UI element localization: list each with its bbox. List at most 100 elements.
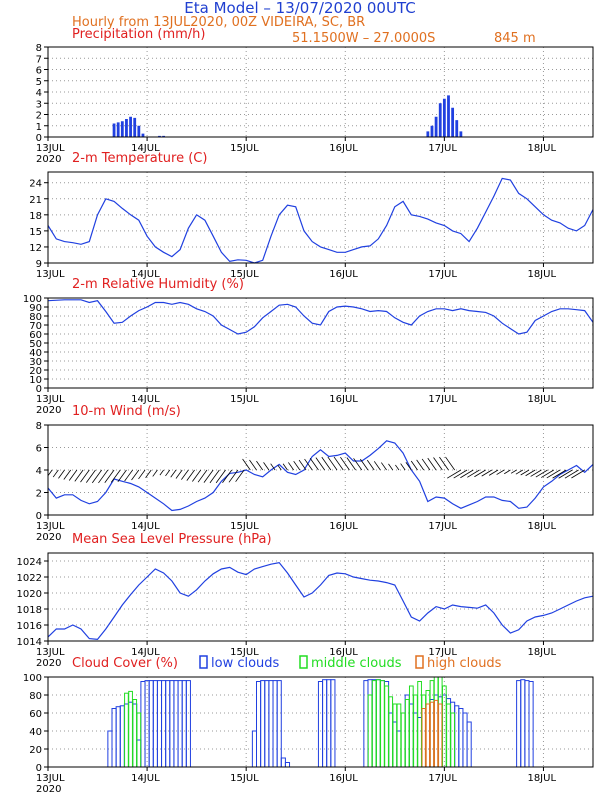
y-tick-label: 20 xyxy=(29,366,42,377)
panel-pressure: 1014 1016 1018 1020 1022 1024 13JUL 14JUL 15JUL 1… xyxy=(17,532,594,669)
cloud-bar-high-clouds xyxy=(425,703,430,768)
wind-barb xyxy=(235,469,245,482)
panel-frame xyxy=(47,676,594,768)
cloud-bar-middle-clouds xyxy=(417,681,422,768)
cloud-bar-middle-clouds xyxy=(450,712,455,768)
x-year-label: 2020 xyxy=(36,784,61,792)
wind-barb xyxy=(410,460,418,471)
wind-barb xyxy=(242,458,251,471)
y-tick-label: 1016 xyxy=(17,621,42,632)
cloud-bar-low-clouds xyxy=(458,708,464,768)
x-tick-label: 17JUL xyxy=(428,143,457,154)
precip-bar xyxy=(158,135,161,137)
wind-barb xyxy=(192,469,202,482)
wind-barb xyxy=(104,469,115,483)
cloud-bar-middle-clouds xyxy=(400,712,406,768)
panel-temperature: 9 12 15 18 21 24 13JUL 14JUL 15JUL 16JUL 17JUL 18JU… xyxy=(29,151,594,280)
panel-cloud-cover: 0 20 40 60 80 100 13JUL 14JUL 15JUL 16JUL 17JUL 18J… xyxy=(23,655,594,792)
legend-swatch-middle-clouds xyxy=(299,655,308,669)
precip-bar xyxy=(447,95,450,137)
precip-bar xyxy=(137,125,141,137)
wind-barb xyxy=(282,463,288,471)
precip-bar xyxy=(120,121,124,137)
precip-bar xyxy=(116,122,120,137)
wind-barb xyxy=(467,469,480,478)
y-tick-label: 10 xyxy=(29,375,42,386)
cloud-bar-low-clouds xyxy=(256,681,262,768)
x-tick-label: 15JUL xyxy=(230,143,259,154)
x-tick-label: 17JUL xyxy=(428,773,457,784)
wind-barb xyxy=(315,457,325,471)
y-tick-label: 2 xyxy=(36,489,42,500)
wind-barb xyxy=(460,469,474,479)
wind-barb xyxy=(175,469,183,479)
cloud-bar-low-clouds xyxy=(165,680,171,768)
x-tick-label: 18JUL xyxy=(527,773,556,784)
wind-barb xyxy=(481,469,493,477)
wind-barb xyxy=(304,458,313,471)
cloud-bar-low-clouds xyxy=(185,680,191,768)
precip-bar xyxy=(434,116,438,137)
y-tick-label: 1020 xyxy=(17,589,42,600)
y-tick-label: 30 xyxy=(29,357,42,368)
wind-barb xyxy=(546,469,561,479)
cloud-bar-low-clouds xyxy=(317,681,324,768)
panel-frame xyxy=(47,171,594,264)
panel-title: Cloud Cover (%) xyxy=(72,656,178,671)
x-tick-label: 16JUL xyxy=(329,394,358,405)
y-tick-label: 4 xyxy=(36,88,42,99)
x-tick-label: 18JUL xyxy=(527,143,556,154)
x-tick-label: 13JUL xyxy=(36,143,65,154)
wind-barb xyxy=(91,469,102,484)
x-tick-label: 16JUL xyxy=(329,773,358,784)
x-year-label: 2020 xyxy=(36,154,61,165)
wind-barb xyxy=(427,457,437,471)
precip-bar xyxy=(430,125,434,137)
wind-barb xyxy=(124,469,133,482)
y-tick-label: 50 xyxy=(29,339,42,350)
x-tick-label: 14JUL xyxy=(131,394,160,405)
wind-barb xyxy=(510,469,517,474)
wind-barb xyxy=(535,469,548,478)
cloud-bar-high-clouds xyxy=(421,708,426,768)
cloud-bar-low-clouds xyxy=(111,708,117,768)
cloud-bar-middle-clouds xyxy=(408,685,414,768)
y-tick-label: 1014 xyxy=(17,637,42,648)
x-tick-label: 15JUL xyxy=(230,773,259,784)
precip-bar xyxy=(438,103,442,137)
header-location: 51.1500W – 27.0000S xyxy=(292,31,435,46)
y-tick-label: 20 xyxy=(29,745,42,756)
x-tick-label: 17JUL xyxy=(428,521,457,532)
legend-label: high clouds xyxy=(427,656,502,671)
wind-barb xyxy=(400,463,406,471)
panel-title: 10-m Wind (m/s) xyxy=(72,404,181,419)
cloud-bar-low-clouds xyxy=(466,721,472,768)
y-tick-label: 9 xyxy=(36,259,42,270)
header-elevation: 845 m xyxy=(494,31,536,46)
x-year-label: 2020 xyxy=(36,405,61,416)
wind-barb xyxy=(340,456,350,471)
x-year-label: 2020 xyxy=(36,658,61,669)
wind-barb xyxy=(270,463,276,471)
cloud-bar-low-clouds xyxy=(119,705,125,768)
wind-barb xyxy=(541,469,554,478)
x-tick-label: 18JUL xyxy=(527,269,556,280)
precip-bar xyxy=(141,133,145,137)
cloud-bar-low-clouds xyxy=(173,680,179,768)
cloud-bar-low-clouds xyxy=(152,680,158,768)
y-tick-label: 6 xyxy=(36,444,42,455)
x-tick-label: 13JUL xyxy=(36,521,65,532)
x-year-label: 2020 xyxy=(36,532,61,543)
precip-bar xyxy=(133,117,137,137)
x-tick-label: 17JUL xyxy=(428,394,457,405)
cloud-bar-low-clouds xyxy=(454,705,460,768)
legend-swatch-low-clouds xyxy=(199,655,208,669)
wind-barb xyxy=(571,469,585,479)
y-tick-label: 80 xyxy=(29,691,42,702)
cloud-bar-low-clouds xyxy=(148,680,154,768)
x-tick-label: 15JUL xyxy=(230,269,259,280)
y-tick-label: 4 xyxy=(36,466,42,477)
x-tick-label: 16JUL xyxy=(329,647,358,658)
